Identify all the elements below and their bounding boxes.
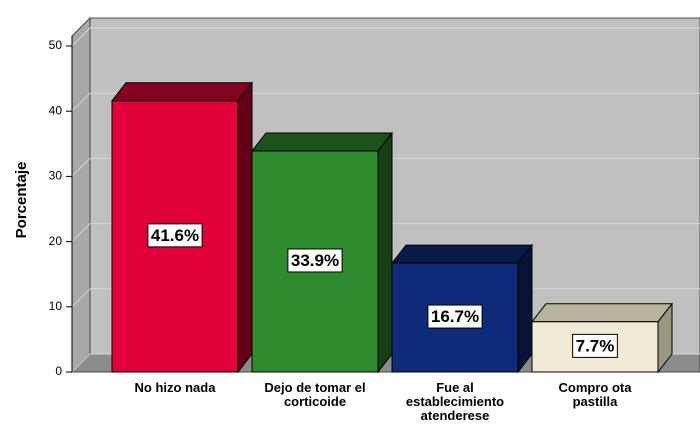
bar-side [237, 81, 253, 374]
bar-side [377, 131, 393, 374]
grid-line [71, 353, 91, 373]
bar-top [110, 82, 254, 102]
grid-line [71, 223, 91, 242]
value-label-box [147, 223, 203, 248]
value-label-box [427, 304, 483, 329]
bar-side [517, 243, 533, 374]
grid-line [71, 27, 91, 47]
value-label: 16.7% [431, 307, 479, 326]
value-label-box [572, 333, 618, 358]
bar-top [390, 244, 534, 264]
side-wall [71, 16, 91, 374]
y-tick-label: 40 [49, 103, 63, 117]
value-label: 7.7% [576, 336, 615, 355]
y-tick-label: 10 [49, 299, 63, 313]
grid-line [71, 158, 91, 177]
x-tick-label: No hizo nada [134, 380, 216, 395]
value-label: 33.9% [291, 251, 339, 270]
bar-top [250, 132, 394, 152]
x-tick-label: Fue al establecimiento atenderese [405, 380, 505, 423]
grid-line [71, 288, 91, 308]
y-tick-label: 0 [55, 364, 62, 378]
value-label-box [287, 248, 343, 273]
grid-line [71, 92, 91, 112]
y-tick-label: 30 [49, 169, 63, 183]
x-tick-label: Compro ota pastilla [558, 380, 632, 409]
y-axis-label: Porcentaje [13, 162, 30, 239]
y-tick-label: 50 [49, 38, 63, 52]
value-label: 41.6% [151, 226, 199, 245]
x-tick-label: Dejo de tomar el corticoide [264, 380, 366, 409]
y-tick-label: 20 [49, 234, 63, 248]
bar-top [530, 303, 674, 323]
